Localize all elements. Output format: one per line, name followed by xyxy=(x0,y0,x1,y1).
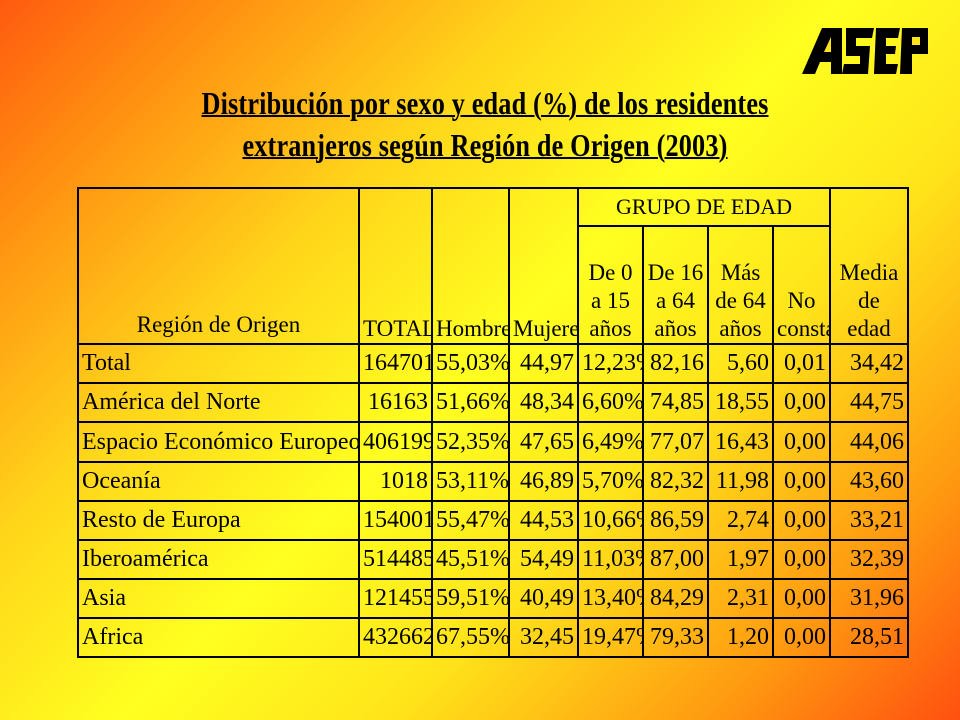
table-row: Iberoamérica51448545,51%54,4911,03%87,00… xyxy=(77,538,909,580)
cell-16-64: 87,00 xyxy=(642,538,709,580)
cell-total: 432662 xyxy=(358,616,433,659)
cell-mujeres: 54,49 xyxy=(508,538,579,580)
cell-media-edad: 33,21 xyxy=(829,499,909,541)
table-row: Oceanía 1018 53,11% 46,89 5,70% 82,32 11,98 0,0… xyxy=(77,460,909,502)
cell-mas-64: 11,98 xyxy=(707,460,774,502)
cell-mujeres: 32,45 xyxy=(508,616,579,659)
cell-media-edad: 34,42 xyxy=(829,343,909,385)
cell-mujeres: 48,34 xyxy=(508,382,579,424)
cell-region: América del Norte xyxy=(77,382,360,424)
cell-media-edad: 44,06 xyxy=(829,421,909,463)
cell-16-64: 79,33 xyxy=(642,616,709,659)
cell-media-edad: 43,60 xyxy=(829,460,909,502)
cell-hombres: 52,35% xyxy=(431,421,510,463)
cell-hombres: 45,51% xyxy=(431,538,510,580)
cell-0-15: 6,49% xyxy=(577,421,644,463)
cell-media-edad: 31,96 xyxy=(829,577,909,619)
cell-mujeres: 44,97 xyxy=(508,343,579,385)
cell-region: Oceanía xyxy=(77,460,360,502)
cell-region: Asia xyxy=(77,577,360,619)
cell-mujeres: 46,89 xyxy=(508,460,579,502)
cell-0-15: 19,47% xyxy=(577,616,644,659)
cell-total: 1647011 xyxy=(358,343,433,385)
cell-hombres: 59,51% xyxy=(431,577,510,619)
cell-16-64: 86,59 xyxy=(642,499,709,541)
cell-no-consta: 0,00 xyxy=(772,460,831,502)
table-row: Asia12145559,51%40,4913,40%84,292,310,00… xyxy=(77,577,909,619)
cell-mas-64: 18,55 xyxy=(707,382,774,424)
cell-0-15: 10,66% xyxy=(577,499,644,541)
cell-no-consta: 0,00 xyxy=(772,616,831,659)
cell-region: Iberoamérica xyxy=(77,538,360,580)
header-hombres: Hombres xyxy=(431,186,510,346)
cell-hombres: 55,03% xyxy=(431,343,510,385)
cell-no-consta: 0,00 xyxy=(772,577,831,619)
table-row: América del Norte 16163 51,66% 48,34 6,60% 74… xyxy=(77,382,909,424)
cell-region: Africa xyxy=(77,616,360,659)
cell-region: Total xyxy=(77,343,360,385)
cell-region: Espacio Económico Europeo xyxy=(77,421,360,463)
header-grupo-edad: GRUPO DE EDAD xyxy=(577,186,831,228)
cell-mujeres: 44,53 xyxy=(508,499,579,541)
residents-table: Región de Origen TOTAL Hombres Mujeres G… xyxy=(77,186,909,659)
cell-0-15: 12,23% xyxy=(577,343,644,385)
table-row: Resto de Europa15400155,47%44,5310,66%86… xyxy=(77,499,909,541)
table-row: Total164701155,03%44,9712,23%82,165,600,… xyxy=(77,343,909,385)
cell-total: 406199 xyxy=(358,421,433,463)
cell-mujeres: 47,65 xyxy=(508,421,579,463)
header-total: TOTAL xyxy=(358,186,433,346)
cell-16-64: 82,16 xyxy=(642,343,709,385)
cell-no-consta: 0,00 xyxy=(772,499,831,541)
cell-0-15: 13,40% xyxy=(577,577,644,619)
page-title: Distribución por sexo y edad (%) de los … xyxy=(201,85,769,163)
cell-0-15: 6,60% xyxy=(577,382,644,424)
cell-region: Resto de Europa xyxy=(77,499,360,541)
cell-mas-64: 1,20 xyxy=(707,616,774,659)
cell-media-edad: 44,75 xyxy=(829,382,909,424)
cell-total: 514485 xyxy=(358,538,433,580)
cell-total: 121455 xyxy=(358,577,433,619)
cell-media-edad: 28,51 xyxy=(829,616,909,659)
cell-16-64: 84,29 xyxy=(642,577,709,619)
cell-total: 1018 xyxy=(358,460,433,502)
cell-hombres: 67,55% xyxy=(431,616,510,659)
cell-16-64: 77,07 xyxy=(642,421,709,463)
cell-media-edad: 32,39 xyxy=(829,538,909,580)
cell-hombres: 53,11% xyxy=(431,460,510,502)
asep-logo xyxy=(802,28,928,74)
cell-no-consta: 0,00 xyxy=(772,421,831,463)
cell-no-consta: 0,00 xyxy=(772,538,831,580)
header-mas-64: Más de 64 años xyxy=(707,225,774,346)
header-0-15: De 0 a 15 años xyxy=(577,225,644,346)
cell-hombres: 55,47% xyxy=(431,499,510,541)
cell-mas-64: 16,43 xyxy=(707,421,774,463)
header-media-edad: Media de edad xyxy=(829,186,909,346)
header-16-64: De 16 a 64 años xyxy=(642,225,709,346)
cell-16-64: 82,32 xyxy=(642,460,709,502)
cell-mas-64: 2,31 xyxy=(707,577,774,619)
cell-no-consta: 0,01 xyxy=(772,343,831,385)
cell-no-consta: 0,00 xyxy=(772,382,831,424)
cell-mujeres: 40,49 xyxy=(508,577,579,619)
cell-mas-64: 1,97 xyxy=(707,538,774,580)
cell-0-15: 11,03% xyxy=(577,538,644,580)
cell-0-15: 5,70% xyxy=(577,460,644,502)
table-row: Africa43266267,55%32,4519,47%79,331,200,… xyxy=(77,616,909,659)
cell-total: 154001 xyxy=(358,499,433,541)
table-row: Espacio Económico Europeo 406199 52,35% 47,… xyxy=(77,421,909,463)
cell-mas-64: 5,60 xyxy=(707,343,774,385)
cell-hombres: 51,66% xyxy=(431,382,510,424)
cell-16-64: 74,85 xyxy=(642,382,709,424)
cell-total: 16163 xyxy=(358,382,433,424)
header-mujeres: Mujeres xyxy=(508,186,579,346)
cell-mas-64: 2,74 xyxy=(707,499,774,541)
header-no-consta: No consta xyxy=(772,225,831,346)
header-region: Región de Origen xyxy=(77,186,360,346)
